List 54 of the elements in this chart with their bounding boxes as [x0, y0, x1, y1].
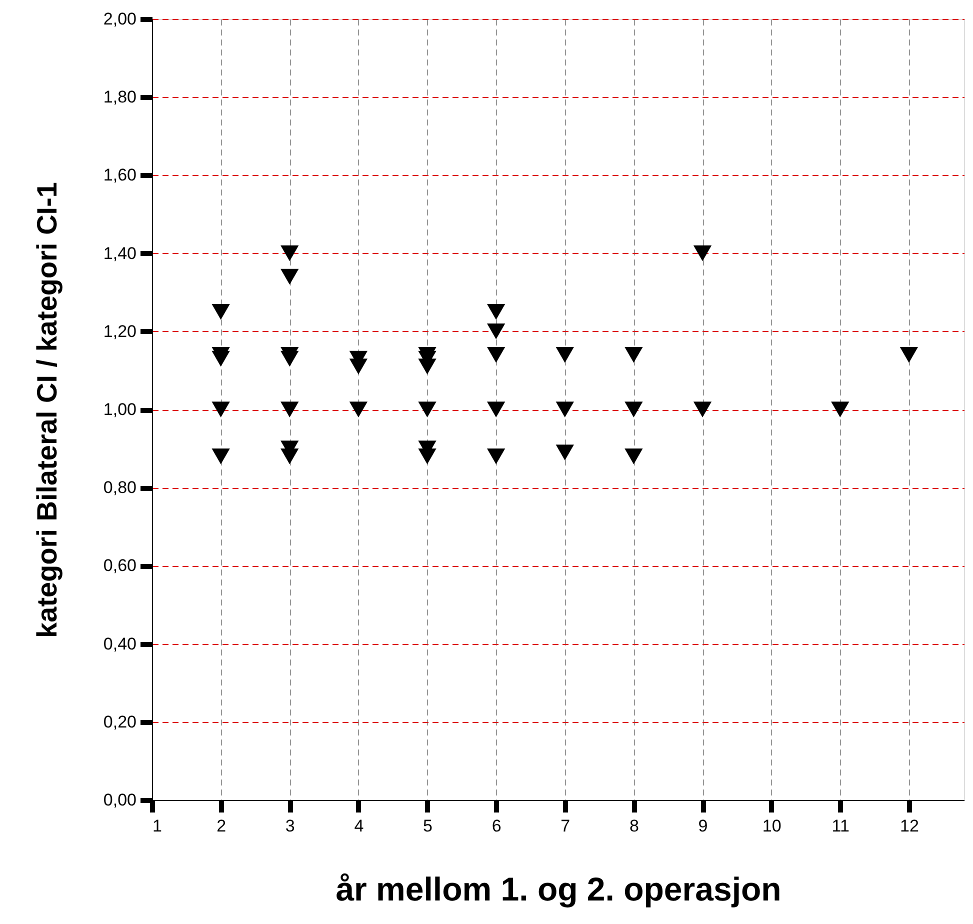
point — [280, 350, 299, 367]
point — [486, 324, 506, 340]
x-tick-label: 2 — [216, 816, 226, 836]
point — [280, 448, 299, 464]
x-tick-label: 6 — [492, 816, 502, 836]
y-tick-label: 1,80 — [103, 88, 136, 107]
x-tick-label: 1 — [152, 816, 162, 836]
y-tick-label: 0,40 — [103, 634, 136, 654]
x-tick-label: 9 — [698, 816, 708, 836]
point — [280, 402, 299, 418]
point — [556, 444, 574, 460]
x-tick-label: 7 — [560, 816, 570, 836]
y-tick-label: 1,40 — [103, 244, 136, 263]
point — [693, 245, 712, 262]
x-axis-title: år mellom 1. og 2. operasjon — [336, 870, 782, 908]
y-tick-label: 0,80 — [103, 478, 136, 498]
point — [418, 448, 436, 464]
y-tick-label: 0,20 — [103, 712, 136, 732]
point — [280, 268, 299, 285]
point — [418, 358, 436, 374]
point — [486, 346, 506, 363]
x-tick-label: 12 — [900, 816, 919, 836]
point — [624, 346, 643, 363]
point — [212, 304, 230, 320]
x-tick-label: 5 — [423, 816, 432, 836]
x-tick-label: 3 — [285, 816, 295, 836]
point — [486, 448, 506, 464]
point — [212, 402, 230, 418]
point — [349, 402, 368, 418]
point — [486, 304, 506, 320]
y-tick-label: 1,00 — [103, 400, 136, 419]
y-tick-label: 2,00 — [103, 10, 136, 28]
point — [486, 402, 506, 418]
point — [900, 346, 918, 363]
x-tick-label: 10 — [762, 816, 782, 836]
x-tick-label: 8 — [629, 816, 639, 836]
point — [556, 402, 574, 418]
y-tick-label: 1,20 — [103, 322, 136, 341]
point — [624, 448, 643, 464]
y-tick-label: 0,00 — [103, 790, 136, 810]
x-tick-label: 11 — [832, 816, 850, 836]
point — [212, 350, 230, 367]
point — [831, 402, 850, 418]
point — [624, 402, 643, 418]
y-tick-label: 1,60 — [103, 166, 136, 185]
point — [418, 402, 436, 418]
point — [349, 358, 368, 374]
x-tick-label: 4 — [354, 816, 364, 836]
y-axis-title: kategori Bilateral CI / kategori CI-1 — [31, 182, 62, 638]
y-tick-label: 0,60 — [103, 556, 136, 576]
point — [693, 402, 712, 418]
point — [280, 245, 299, 262]
point — [556, 346, 574, 363]
point — [212, 448, 230, 464]
